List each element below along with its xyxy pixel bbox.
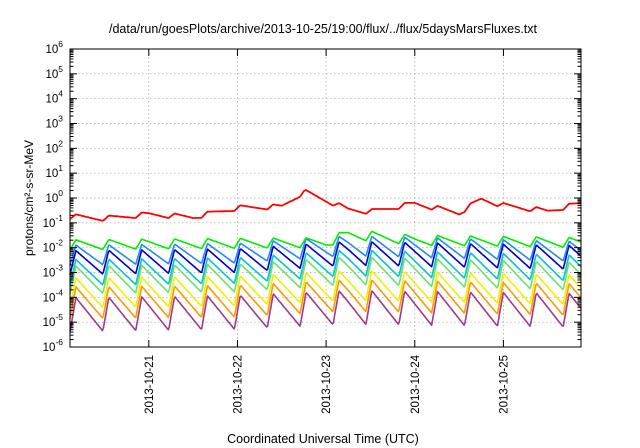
- y-tick-label: 10-5: [43, 312, 64, 329]
- y-tick-label: 105: [45, 64, 63, 81]
- y-tick-label: 10-4: [43, 287, 64, 304]
- y-tick-label: 10-2: [43, 238, 64, 255]
- y-tick-label: 100: [45, 188, 63, 205]
- series-line: [69, 279, 582, 319]
- x-tick-label: 2013-10-22: [232, 355, 244, 414]
- y-tick-label: 104: [45, 89, 63, 106]
- series-line: [69, 230, 582, 251]
- series-layer: [69, 189, 582, 332]
- series-line: [69, 256, 582, 295]
- series-line: [69, 290, 582, 332]
- x-axis-label: Coordinated Universal Time (UTC): [227, 432, 419, 446]
- y-tick-label: 103: [45, 114, 63, 131]
- series-line: [69, 189, 582, 222]
- y-tick-label: 102: [45, 138, 63, 155]
- series-line: [69, 249, 582, 286]
- y-axis-label: protons/cm²-s-sr-MeV: [22, 140, 36, 256]
- series-line: [69, 241, 582, 275]
- x-tick-label: 2013-10-25: [498, 355, 510, 414]
- x-tick-label: 2013-10-23: [321, 355, 333, 414]
- series-line: [69, 235, 582, 266]
- y-tick-label: 10-3: [43, 263, 64, 280]
- ticks: 10-6 10-5 10-4 10-3 10-2 10-1 100 101 102 103 104 1…: [43, 39, 581, 414]
- x-tick-label: 2013-10-24: [410, 354, 422, 413]
- x-tick-label: 2013-10-21: [144, 355, 156, 414]
- y-tick-label: 10-1: [43, 213, 64, 230]
- series-line: [69, 270, 582, 309]
- y-tick-label: 106: [45, 39, 63, 56]
- y-tick-label: 10-6: [43, 337, 64, 354]
- y-tick-label: 101: [45, 163, 63, 180]
- chart-title: /data/run/goesPlots/archive/2013-10-25/1…: [109, 22, 538, 36]
